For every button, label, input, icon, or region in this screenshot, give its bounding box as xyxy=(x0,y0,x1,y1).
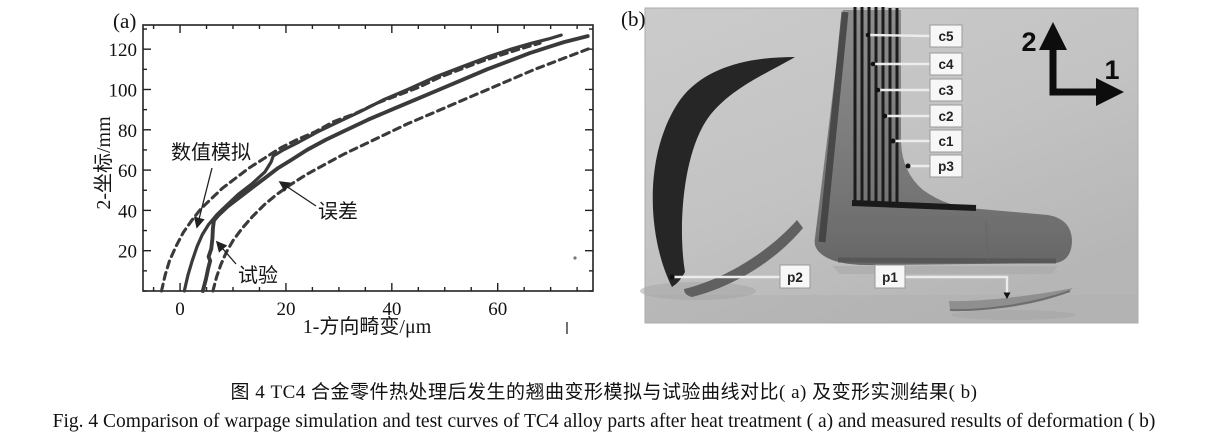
arrow-right-icon xyxy=(1096,78,1124,106)
leader-lines xyxy=(674,33,1009,294)
svg-text:80: 80 xyxy=(118,121,137,142)
label-p2: p2 xyxy=(787,270,803,285)
comb-fins xyxy=(853,7,899,202)
l-part-bottom-shading xyxy=(837,257,1057,264)
caption-english: Fig. 4 Comparison of warpage simulation … xyxy=(52,411,1156,432)
warpage-chart-panel: 0 20 40 60 20 40 60 80 100 120 (a) 2-坐标/mm 1-方向畸变… xyxy=(92,9,594,338)
warped-strip-medium xyxy=(684,220,803,297)
l-part-left-edge-shading xyxy=(818,11,849,243)
svg-text:60: 60 xyxy=(118,161,137,182)
measurement-dots xyxy=(669,32,1011,299)
axis-1-label: 1 xyxy=(1104,55,1119,85)
svg-text:40: 40 xyxy=(382,299,401,320)
point-labels: c5 c4 c3 c2 c1 p3 p2 p1 xyxy=(779,24,963,289)
label-p1: p1 xyxy=(882,270,898,285)
svg-text:40: 40 xyxy=(118,201,137,222)
deformation-photo-panel: (b) xyxy=(621,7,1139,324)
x-axis-label: 1-方向畸变/μm xyxy=(303,315,432,338)
svg-text:20: 20 xyxy=(118,242,137,263)
small-strip-shadow xyxy=(951,310,1075,320)
label-c2: c2 xyxy=(938,109,953,124)
coordinate-axes-icon: 2 1 xyxy=(1021,22,1124,106)
svg-text:0: 0 xyxy=(175,299,185,320)
annotation-error-label: 误差 xyxy=(318,200,358,223)
l-part-seam xyxy=(985,219,989,261)
caption-chinese: 图 4 TC4 合金零件热处理后发生的翘曲变形模拟与试验曲线对比( a) 及变形… xyxy=(230,382,978,403)
svg-text:20: 20 xyxy=(276,299,295,320)
label-c4: c4 xyxy=(938,57,954,72)
annotation-test-arrow xyxy=(215,240,237,265)
annotation-simulation-label: 数值模拟 xyxy=(171,141,251,164)
chart-axes-and-curves: 0 20 40 60 20 40 60 80 100 120 xyxy=(109,24,594,320)
y-axis-label: 2-坐标/mm xyxy=(92,116,115,210)
small-strip-edge xyxy=(949,290,1071,312)
warped-strip-dark xyxy=(652,57,795,287)
warped-strip-small xyxy=(949,288,1073,312)
arrow-up-icon xyxy=(1039,22,1067,50)
svg-text:60: 60 xyxy=(488,299,507,320)
label-c1: c1 xyxy=(938,134,954,149)
label-c5: c5 xyxy=(938,29,954,44)
inner-corner-shadow xyxy=(851,200,977,211)
label-c3: c3 xyxy=(938,83,954,98)
scan-artifact-dot xyxy=(573,256,577,260)
axis-2-label: 2 xyxy=(1021,27,1036,57)
l-part-shadow xyxy=(832,266,1058,274)
annotation-error-arrow xyxy=(278,181,317,207)
label-p3: p3 xyxy=(938,159,954,174)
svg-text:100: 100 xyxy=(109,80,138,101)
annotation-test-label: 试验 xyxy=(238,264,278,287)
svg-text:120: 120 xyxy=(109,40,138,61)
panel-b-label: (b) xyxy=(621,7,646,31)
annotation-simulation-arrow xyxy=(193,167,213,229)
panel-a-label: (a) xyxy=(113,9,136,33)
